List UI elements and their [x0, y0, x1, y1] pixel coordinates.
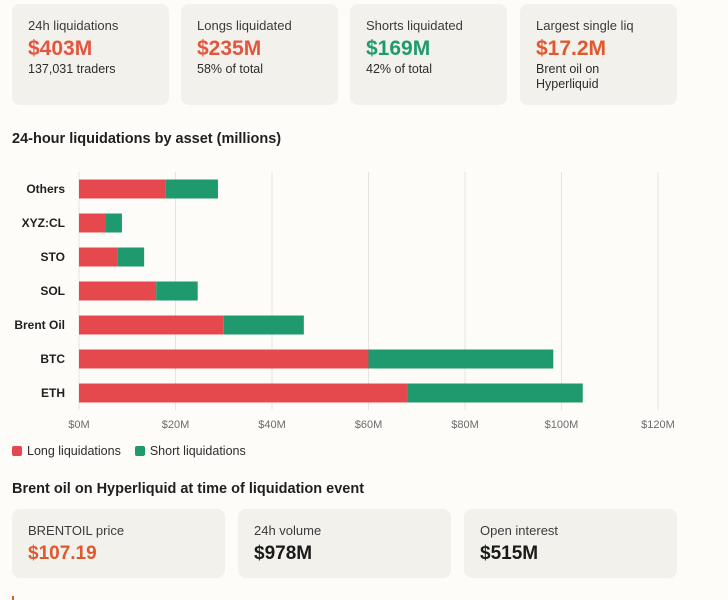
bar-short	[156, 281, 198, 301]
y-category-label: STO	[41, 250, 65, 264]
legend-item-long: Long liquidations	[12, 444, 121, 458]
stat-label: Longs liquidated	[197, 18, 292, 33]
x-tick-label: $40M	[258, 419, 286, 431]
x-tick-label: $0M	[68, 419, 89, 431]
stat-value: $403M	[28, 37, 93, 60]
stat-sub: 137,031 traders	[28, 62, 116, 76]
section-title-brent: Brent oil on Hyperliquid at time of liqu…	[12, 481, 365, 497]
legend-label-long: Long liquidations	[27, 444, 121, 458]
stat-sub: 58% of total	[197, 62, 264, 76]
legend-item-short: Short liquidations	[134, 444, 246, 458]
legend-swatch-short	[134, 446, 145, 456]
y-category-label: XYZ:CL	[22, 216, 65, 230]
brent-label: 24h volume	[254, 523, 322, 538]
bar-short	[165, 179, 218, 199]
bar-long	[79, 213, 106, 233]
stat-card-longs: Longs liquidated $235M 58% of total	[181, 4, 338, 105]
bar-long	[79, 281, 157, 301]
brent-card-volume: 24h volume $978M	[238, 509, 451, 578]
stat-value: $169M	[366, 37, 431, 60]
bar-short	[368, 349, 554, 369]
brent-card-price: BRENTOIL price $107.19	[12, 509, 225, 578]
y-category-label: SOL	[40, 284, 65, 298]
stat-sub: Brent oil on Hyperliquid	[536, 62, 600, 91]
stat-label: 24h liquidations	[28, 18, 119, 33]
bar-short	[407, 383, 583, 403]
brent-card-open-interest: Open interest $515M	[464, 509, 677, 578]
stat-card-total: 24h liquidations $403M 137,031 traders	[12, 4, 169, 105]
stat-card-shorts: Shorts liquidated $169M 42% of total	[350, 4, 507, 105]
accent-marker	[12, 596, 14, 600]
stat-value: $17.2M	[536, 37, 607, 60]
brent-value: $107.19	[28, 543, 97, 564]
stat-label: Shorts liquidated	[366, 18, 463, 33]
brent-value: $515M	[480, 543, 539, 564]
brent-label: Open interest	[480, 523, 559, 538]
legend-label-short: Short liquidations	[149, 444, 246, 458]
x-tick-label: $120M	[641, 419, 675, 431]
x-tick-label: $20M	[162, 419, 190, 431]
stat-label: Largest single liq	[536, 18, 634, 33]
stat-sub: 42% of total	[366, 62, 433, 76]
y-category-label: BTC	[40, 352, 65, 366]
stat-value: $235M	[197, 37, 262, 60]
bar-long	[79, 247, 118, 267]
y-category-label: Others	[26, 182, 65, 196]
brent-label: BRENTOIL price	[28, 523, 125, 538]
bar-long	[79, 383, 408, 403]
x-tick-label: $100M	[545, 419, 579, 431]
liquidations-bar-chart: $0M $20M $40M $60M $80M $100M $120M Others XYZ:C…	[14, 172, 675, 431]
brent-value: $978M	[254, 543, 313, 564]
bar-long	[79, 349, 369, 369]
legend-swatch-long	[12, 446, 22, 456]
bar-short	[105, 213, 122, 233]
stat-card-largest: Largest single liq $17.2M Brent oil on H…	[520, 4, 677, 105]
y-category-label: Brent Oil	[14, 318, 65, 332]
chart-title: 24-hour liquidations by asset (millions)	[12, 131, 282, 147]
chart-legend: Long liquidations Short liquidations	[12, 444, 246, 458]
bar-short	[223, 315, 304, 335]
bar-long	[79, 179, 166, 199]
bar-long	[79, 315, 224, 335]
bar-short	[117, 247, 145, 267]
y-category-label: ETH	[41, 386, 65, 400]
x-tick-label: $80M	[451, 419, 479, 431]
x-tick-label: $60M	[355, 419, 383, 431]
